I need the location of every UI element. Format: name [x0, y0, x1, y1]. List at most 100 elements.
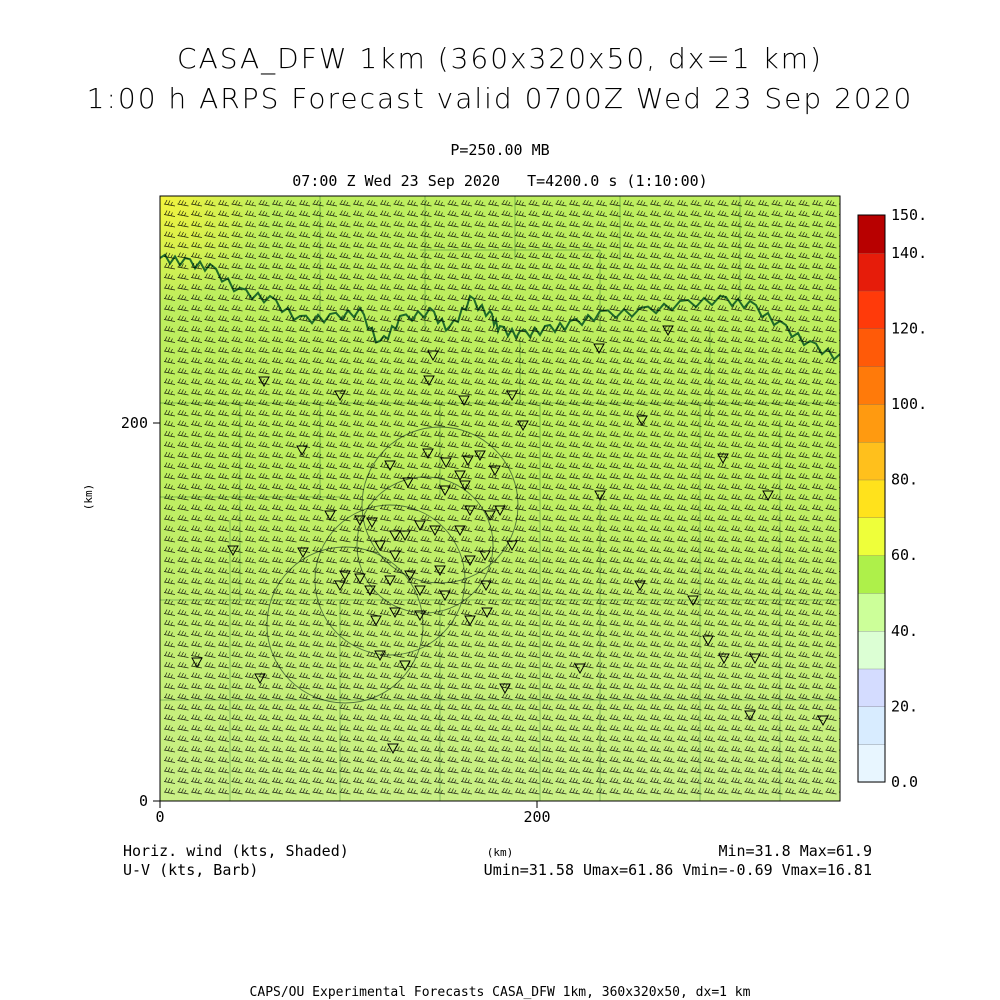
footer-uv-stats: Umin=31.58 Umax=61.86 Vmin=-0.69 Vmax=16… — [483, 861, 872, 879]
station-marker — [440, 457, 452, 469]
station-marker — [364, 585, 376, 597]
station-marker — [374, 650, 386, 662]
colorbar-swatch — [857, 252, 886, 292]
station-marker — [593, 343, 605, 355]
station-marker — [494, 505, 506, 517]
colorbar-swatch — [857, 214, 886, 254]
station-marker — [458, 395, 470, 407]
x-tick-label: 0 — [155, 808, 164, 826]
station-marker — [489, 465, 501, 477]
station-marker — [454, 470, 466, 482]
colorbar-swatch — [857, 366, 886, 405]
station-marker — [462, 455, 474, 467]
map-frame — [159, 195, 841, 802]
station-marker — [662, 325, 674, 337]
station-marker — [574, 663, 586, 675]
station-marker — [506, 540, 518, 552]
colorbar: 150. 140. 120. 100. 80. 60. 40. 20. 0.0 — [857, 206, 927, 791]
station-marker — [296, 445, 308, 457]
colorbar-label: 0.0 — [891, 773, 918, 791]
station-marker — [414, 520, 426, 532]
station-marker — [717, 453, 729, 465]
plot-title-line2: 1:00 h ARPS Forecast valid 0700Z Wed 23 … — [86, 82, 914, 115]
colorbar-swatch — [857, 517, 886, 556]
station-marker — [481, 607, 493, 619]
station-marker — [402, 477, 414, 489]
colorbar-label: 140. — [891, 244, 927, 262]
station-marker — [339, 570, 351, 582]
station-marker — [594, 490, 606, 502]
station-marker — [374, 540, 386, 552]
station-marker — [389, 550, 401, 562]
station-marker — [454, 525, 466, 537]
station-marker — [749, 653, 761, 665]
station-marker — [517, 420, 529, 432]
station-marker — [474, 450, 486, 462]
station-marker — [404, 570, 416, 582]
colorbar-swatch — [857, 555, 886, 594]
station-marker — [464, 615, 476, 627]
station-marker — [422, 448, 434, 460]
station-marker — [297, 547, 309, 559]
colorbar-swatch — [857, 744, 886, 783]
station-marker — [227, 545, 239, 557]
y-tick-label: 0 — [139, 792, 148, 810]
wind-barbs — [163, 199, 840, 795]
plot-title-line1: CASA_DFW 1km (360x320x50, dx=1 km) — [177, 42, 823, 75]
station-marker — [384, 460, 396, 472]
colorbar-label: 40. — [891, 622, 918, 640]
station-marker — [191, 657, 203, 669]
station-marker — [499, 683, 511, 695]
station-marker — [334, 390, 346, 402]
station-marker — [354, 515, 366, 527]
colorbar-label: 150. — [891, 206, 927, 224]
station-marker — [506, 390, 518, 402]
station-marker — [744, 710, 756, 722]
station-markers — [191, 325, 829, 755]
station-marker — [439, 485, 451, 497]
station-marker — [434, 565, 446, 577]
colorbar-label: 60. — [891, 546, 918, 564]
colorbar-swatch — [857, 706, 886, 745]
station-marker — [324, 510, 336, 522]
station-marker — [464, 555, 476, 567]
colorbar-swatch — [857, 630, 886, 670]
station-marker — [384, 575, 396, 587]
station-marker — [423, 375, 435, 387]
station-marker — [429, 525, 441, 537]
colorbar-swatch — [857, 403, 886, 443]
station-marker — [387, 743, 399, 755]
station-marker — [354, 573, 366, 585]
station-marker — [702, 635, 714, 647]
station-marker — [399, 660, 411, 672]
x-axis: 0 200 (km) — [155, 801, 551, 859]
station-marker — [427, 350, 439, 362]
x-tick-label: 200 — [523, 808, 550, 826]
station-marker — [439, 590, 451, 602]
x-axis-label: (km) — [487, 846, 514, 859]
station-marker — [399, 530, 411, 542]
colorbar-label: 120. — [891, 319, 927, 337]
colorbar-swatch — [857, 668, 886, 707]
colorbar-label: 80. — [891, 471, 918, 489]
colorbar-swatch — [857, 441, 886, 481]
station-marker — [817, 715, 829, 727]
colorbar-swatch — [857, 290, 886, 329]
station-marker — [636, 415, 648, 427]
station-marker — [414, 610, 426, 622]
station-marker — [414, 585, 426, 597]
county-grid-lines — [160, 196, 840, 801]
colorbar-swatch — [857, 328, 886, 367]
station-marker — [484, 510, 496, 522]
y-axis-label: (km) — [82, 484, 95, 511]
y-tick-label: 200 — [121, 414, 148, 432]
station-marker — [258, 376, 270, 388]
station-marker — [334, 580, 346, 592]
colorbar-swatch — [857, 479, 886, 518]
colorbar-label: 20. — [891, 697, 918, 715]
station-marker — [479, 550, 491, 562]
footer-field-label: Horiz. wind (kts, Shaded) — [123, 842, 349, 860]
station-marker — [389, 530, 401, 542]
colorbar-swatch — [857, 592, 886, 632]
